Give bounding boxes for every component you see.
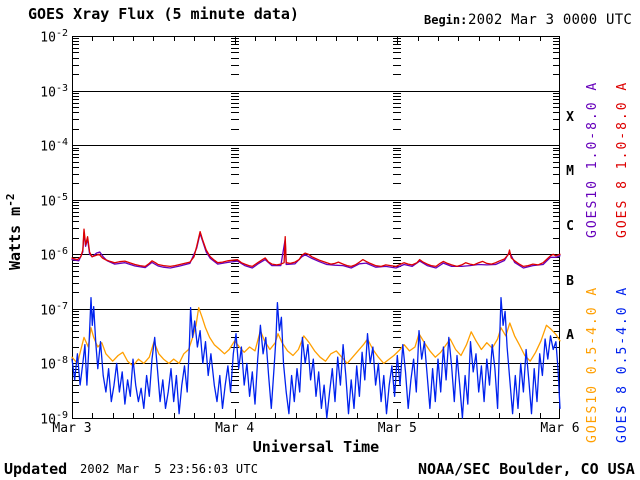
y-tick-label-10e-8: 10-8 — [40, 355, 68, 373]
y-axis-label-base: Watts m — [6, 206, 24, 270]
x-tick-label-mar-4: Mar 4 — [215, 421, 255, 436]
page-title: GOES Xray Flux (5 minute data) — [28, 5, 299, 23]
y-tick-label-10e-6: 10-6 — [40, 246, 68, 264]
series-line-goes-8-0-5-4-0-a — [71, 297, 561, 419]
credit-text: NOAA/SEC Boulder, CO USA — [418, 460, 635, 478]
x-tick-label-mar-3: Mar 3 — [52, 421, 92, 436]
legend-goes-8-0-5-4-0-a: GOES 8 0.5-4.0 A — [615, 285, 630, 443]
flare-class-label-x: X — [566, 109, 574, 125]
x-tick-label-mar-6: Mar 6 — [540, 421, 580, 436]
legend-goes10-1-0-8-0-a: GOES10 1.0-8.0 A — [585, 80, 600, 238]
flare-class-label-m: M — [566, 164, 574, 180]
updated-timestamp: 2002 Mar 5 23:56:03 UTC — [80, 462, 259, 476]
x-axis-label: Universal Time — [252, 438, 380, 456]
y-tick-label-10e-3: 10-3 — [40, 82, 68, 100]
begin-label: Begin: — [424, 13, 468, 27]
y-axis-label: Watts m-2 — [4, 194, 24, 270]
y-tick-label-10e-9: 10-9 — [40, 410, 68, 428]
x-tick-label-mar-5: Mar 5 — [377, 421, 417, 436]
legend-goes10-0-5-4-0-a: GOES10 0.5-4.0 A — [585, 285, 600, 443]
y-tick-label-10e-2: 10-2 — [40, 28, 68, 46]
series-line-goes-8-1-0-8-0-a — [71, 228, 561, 268]
y-axis-label-exponent: -2 — [4, 193, 17, 207]
flare-class-label-a: A — [566, 328, 574, 344]
series-line-goes10-0-5-4-0-a — [71, 307, 561, 367]
flare-class-label-c: C — [566, 219, 574, 234]
flare-class-label-b: B — [566, 273, 574, 289]
y-tick-label-10e-4: 10-4 — [40, 137, 68, 155]
legend-goes-8-1-0-8-0-a: GOES 8 1.0-8.0 A — [615, 80, 630, 238]
begin-value: 2002 Mar 3 0000 UTC — [468, 12, 632, 28]
y-tick-label-10e-7: 10-7 — [40, 300, 68, 319]
y-tick-label-10e-5: 10-5 — [40, 191, 68, 210]
updated-label: Updated — [4, 460, 68, 478]
